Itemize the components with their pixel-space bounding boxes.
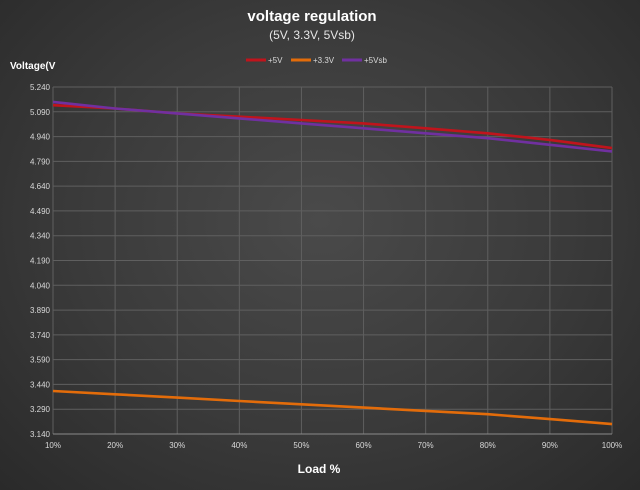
series-lines [52, 100, 613, 426]
legend-label: +3.3V [313, 56, 335, 65]
y-tick-label: 4.340 [30, 232, 51, 241]
y-tick-label: 3.440 [30, 380, 51, 389]
y-tick-labels: 5.240 5.090 4.940 4.790 4.640 4.490 4.340 4.190… [30, 83, 51, 439]
chart-subtitle: (5V, 3.3V, 5Vsb) [269, 28, 355, 42]
y-axis-label: Voltage(V [10, 61, 56, 72]
y-tick-label: 3.290 [30, 405, 51, 414]
x-tick-label: 70% [418, 441, 434, 450]
y-tick-label: 5.090 [30, 108, 51, 117]
y-tick-label: 3.590 [30, 356, 51, 365]
x-tick-label: 100% [602, 441, 622, 450]
y-tick-label: 3.890 [30, 306, 51, 315]
y-tick-label: 4.490 [30, 207, 51, 216]
x-tick-label: 90% [542, 441, 558, 450]
x-tick-label: 40% [231, 441, 247, 450]
grid-lines [52, 86, 613, 435]
x-tick-label: 30% [169, 441, 185, 450]
y-tick-label: 4.040 [30, 281, 51, 290]
x-tick-label: 80% [480, 441, 496, 450]
y-tick-label: 4.190 [30, 257, 51, 266]
x-tick-labels: 10% 20% 30% 40% 50% 60% 70% 80% 90% 100% [45, 441, 622, 450]
chart-title: voltage regulation [247, 8, 376, 25]
y-tick-label: 4.940 [30, 133, 51, 142]
y-tick-label: 5.240 [30, 83, 51, 92]
y-tick-label: 4.790 [30, 157, 51, 166]
x-tick-label: 10% [45, 441, 61, 450]
y-tick-label: 4.640 [30, 182, 51, 191]
y-tick-label: 3.140 [30, 430, 51, 439]
y-tick-label: 3.740 [30, 331, 51, 340]
series-line-2 [52, 100, 613, 153]
series-line-1 [52, 389, 613, 426]
legend: +5V +3.3V +5Vsb [246, 56, 387, 65]
legend-label: +5Vsb [364, 56, 387, 65]
legend-label: +5V [268, 56, 283, 65]
x-tick-label: 20% [107, 441, 123, 450]
x-tick-label: 50% [293, 441, 309, 450]
x-tick-label: 60% [356, 441, 372, 450]
x-axis-label: Load % [298, 462, 341, 476]
